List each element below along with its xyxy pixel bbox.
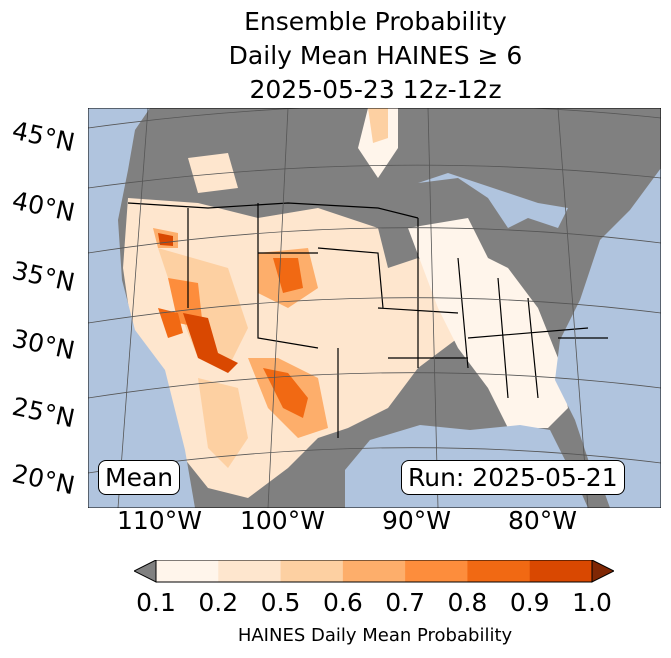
colorbar-tick-label: 0.6 (322, 588, 363, 617)
lon-label-80w: 80°W (508, 506, 578, 535)
colorbar-bin (342, 560, 406, 582)
colorbar-tick-label: 0.7 (385, 588, 426, 617)
colorbar-bin (156, 560, 219, 582)
lat-label-40: 40°N (9, 185, 78, 228)
colorbar-tick-label: 0.8 (447, 588, 488, 617)
lat-label-45: 45°N (9, 115, 78, 158)
title-line-2: Daily Mean HAINES ≥ 6 (228, 41, 523, 70)
run-date-box: Run: 2025-05-21 (401, 460, 625, 495)
statistic-label-box: Mean (98, 460, 181, 495)
colorbar-under-triangle (134, 560, 157, 583)
lon-label-100w: 100°W (240, 506, 325, 535)
colorbar (134, 560, 614, 583)
colorbar-tick-label: 0.1 (136, 588, 176, 617)
colorbar-tick-label: 0.5 (260, 588, 301, 617)
lon-label-110w: 110°W (117, 506, 202, 535)
lat-label-20: 20°N (9, 458, 78, 501)
colorbar-bin (280, 560, 344, 582)
probability-map (88, 108, 661, 508)
colorbar-tick-label: 0.9 (509, 588, 550, 617)
probability-fills (123, 108, 568, 498)
title-line-1: Ensemble Probability (244, 7, 507, 36)
lat-label-30: 30°N (9, 323, 78, 366)
colorbar-tick-label: 0.2 (198, 588, 239, 617)
colorbar-tick-label: 1.0 (572, 588, 612, 617)
colorbar-over-triangle (591, 560, 614, 583)
lat-label-25: 25°N (9, 391, 78, 434)
lon-label-90w: 90°W (382, 506, 452, 535)
colorbar-bin (405, 560, 468, 582)
title-line-3: 2025-05-23 12z-12z (249, 75, 502, 104)
lat-label-35: 35°N (9, 255, 78, 298)
colorbar-bin (529, 560, 593, 582)
colorbar-bin (218, 560, 282, 582)
great-lakes (418, 173, 568, 228)
colorbar-frame (155, 560, 593, 583)
graticule (88, 108, 661, 508)
state-borders (127, 202, 608, 438)
colorbar-bin (467, 560, 531, 582)
pacific-ocean (88, 108, 195, 508)
colorbar-label: HAINES Daily Mean Probability (237, 625, 513, 646)
